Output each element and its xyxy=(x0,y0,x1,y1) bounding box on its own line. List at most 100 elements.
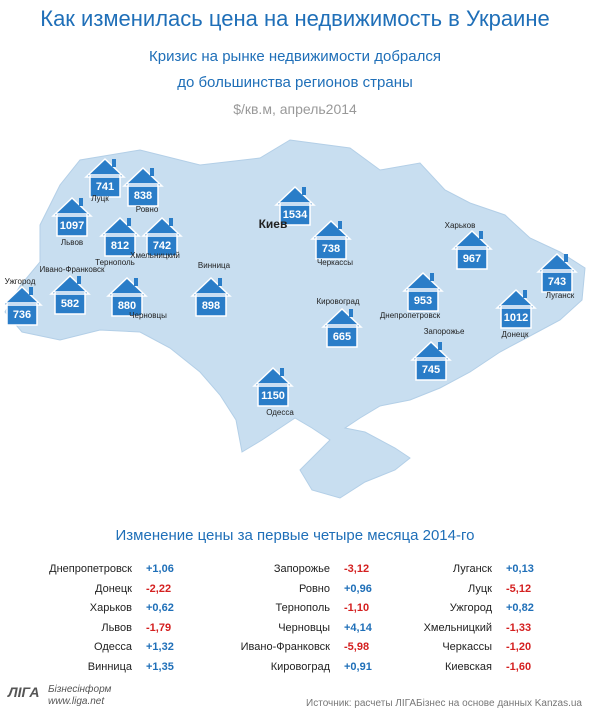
city-label: Луцк xyxy=(91,194,109,203)
city-label: Черновцы xyxy=(129,311,167,320)
house-marker: 1534 xyxy=(274,185,316,226)
house-icon xyxy=(252,366,294,407)
table-change: +0,96 xyxy=(344,582,372,595)
city-label: Донецк xyxy=(502,330,529,339)
house-icon xyxy=(1,285,43,326)
house-icon xyxy=(84,157,126,198)
house-marker: 743 xyxy=(536,252,578,293)
city-label: Кировоград xyxy=(316,297,359,306)
price: 742 xyxy=(153,240,171,252)
city-label: Киев xyxy=(259,217,288,231)
price: 743 xyxy=(548,276,566,288)
house-icon xyxy=(536,252,578,293)
house-icon xyxy=(274,185,316,226)
house-icon xyxy=(190,276,232,317)
price: 953 xyxy=(414,295,432,307)
price: 741 xyxy=(96,181,114,193)
chimney xyxy=(564,254,568,262)
subtitle: Кризис на рынке недвижимости добрался xyxy=(149,48,441,65)
chimney xyxy=(169,218,173,226)
table-city: Кировоград xyxy=(270,660,330,673)
house-icon xyxy=(106,276,148,317)
house-marker: 738 xyxy=(310,219,352,260)
chimney xyxy=(77,276,81,284)
table-city: Ужгород xyxy=(449,602,492,614)
price: 738 xyxy=(322,243,340,255)
chimney xyxy=(349,309,353,317)
house-icon xyxy=(451,229,493,270)
house-marker: 880 xyxy=(106,276,148,317)
table-change: +1,06 xyxy=(146,563,174,575)
table-city: Луганск xyxy=(452,563,492,575)
house-icon xyxy=(321,307,363,348)
city-label: Запорожье xyxy=(424,327,465,336)
city-label: Винница xyxy=(198,261,231,270)
chimney xyxy=(280,368,284,376)
chimney xyxy=(523,290,527,298)
city-label: Ивано-Франковск xyxy=(40,265,105,274)
city-label: Харьков xyxy=(445,221,476,230)
house-icon xyxy=(495,288,537,329)
house-icon xyxy=(310,219,352,260)
table-city: Черкассы xyxy=(442,641,492,653)
house-icon xyxy=(99,216,141,257)
chimney xyxy=(430,273,434,281)
table-city: Харьков xyxy=(89,602,132,614)
price: 582 xyxy=(61,298,79,310)
price: 838 xyxy=(134,190,152,202)
table-city: Запорожье xyxy=(273,563,330,575)
chimney xyxy=(479,231,483,239)
city-label: Черкассы xyxy=(317,258,353,267)
house-icon xyxy=(122,166,164,207)
chimney xyxy=(29,287,33,295)
table-city: Львов xyxy=(101,621,132,634)
house-marker: 967 xyxy=(451,229,493,270)
chimney xyxy=(302,187,306,195)
house-marker: 745 xyxy=(410,340,452,381)
price: 880 xyxy=(118,300,136,312)
chimney xyxy=(150,168,154,176)
table-city: Черновцы xyxy=(278,621,330,634)
house-marker: 812 xyxy=(99,216,141,257)
house-icon xyxy=(49,274,91,315)
table-change: -2,22 xyxy=(146,582,172,595)
title: Как изменилась цена на недвижимость в Ук… xyxy=(40,6,550,31)
chimney xyxy=(338,221,342,229)
table-change: -5,12 xyxy=(506,582,532,595)
city-label: Днепропетровск xyxy=(380,311,441,320)
house-marker: 742 xyxy=(141,216,183,257)
table-change: +1,35 xyxy=(146,660,174,673)
price: 967 xyxy=(463,253,481,265)
table-city: Ивано-Франковск xyxy=(240,641,330,653)
table-city: Винница xyxy=(87,660,132,673)
city-label: Луганск xyxy=(546,291,575,300)
price: 745 xyxy=(422,364,440,376)
table-city: Хмельницкий xyxy=(423,621,492,634)
chimney xyxy=(127,218,131,226)
unit: $/кв.м, апрель2014 xyxy=(233,101,357,117)
house-marker: 665 xyxy=(321,307,363,348)
city-label: Ужгород xyxy=(5,277,36,286)
table-change: -1,60 xyxy=(506,660,532,673)
house-marker: 953 xyxy=(402,271,444,312)
table-city: Днепропетровск xyxy=(49,563,132,575)
price: 665 xyxy=(333,331,351,343)
chimney xyxy=(438,342,442,350)
chimney xyxy=(112,159,116,167)
site: www.liga.net xyxy=(48,696,105,707)
city-label: Одесса xyxy=(266,408,294,417)
table-city: Одесса xyxy=(94,641,132,653)
price: 812 xyxy=(111,240,129,252)
chimney xyxy=(79,198,83,206)
table-city: Донецк xyxy=(95,582,132,595)
house-marker: 1097 xyxy=(51,196,93,237)
table-change: +0,62 xyxy=(146,602,174,614)
table-change: -1,79 xyxy=(146,621,172,634)
table-change: -3,12 xyxy=(344,563,370,575)
house-icon xyxy=(141,216,183,257)
table-change: -1,33 xyxy=(506,621,532,634)
table-city: Тернополь xyxy=(275,602,330,614)
table-change: -1,20 xyxy=(506,641,532,653)
price: 898 xyxy=(202,300,220,312)
